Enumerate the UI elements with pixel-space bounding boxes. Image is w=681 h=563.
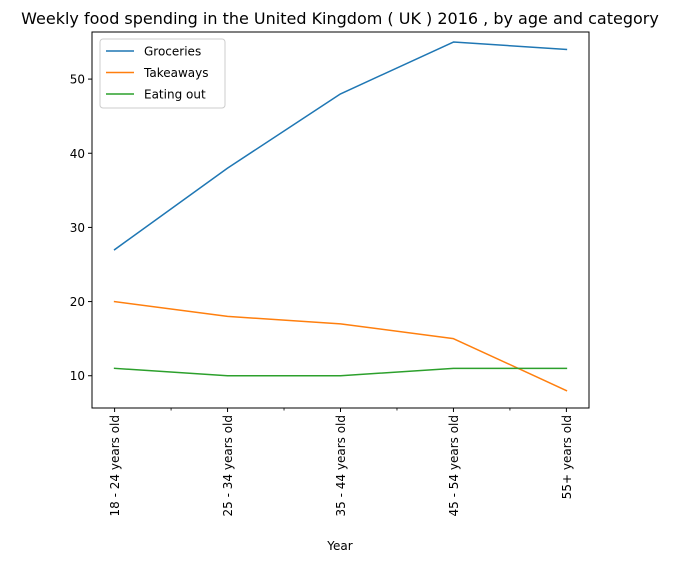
y-tick-label: 50	[70, 73, 85, 87]
y-tick-label: 30	[70, 221, 85, 235]
legend-box	[99, 38, 226, 109]
legend: Groceries Takeaways Eating out	[99, 38, 226, 109]
x-tick-label: 45 - 54 years old	[447, 415, 461, 516]
legend-label: Eating out	[144, 88, 206, 102]
series-layer	[113, 41, 568, 392]
x-tick-label: 55+ years old	[560, 415, 574, 499]
y-axis: 10 20 30 40 50	[70, 73, 92, 383]
y-tick-label: 20	[70, 295, 85, 309]
legend-label: Groceries	[144, 45, 201, 59]
x-axis-title: Year	[326, 539, 352, 553]
y-tick-label: 40	[70, 147, 85, 161]
x-axis: 18 - 24 years old 25 - 34 years old 35 - 4…	[108, 408, 574, 516]
x-tick-label: 35 - 44 years old	[334, 415, 348, 516]
series-line-takeaways	[113, 300, 568, 392]
y-tick-label: 10	[70, 369, 85, 383]
x-tick-label: 25 - 34 years old	[221, 415, 235, 516]
chart-title: Weekly food spending in the United Kingd…	[21, 9, 659, 28]
series-line-groceries	[113, 41, 568, 251]
legend-label: Takeaways	[143, 66, 208, 80]
x-tick-label: 18 - 24 years old	[108, 415, 122, 516]
series-line-eating-out	[113, 367, 568, 377]
